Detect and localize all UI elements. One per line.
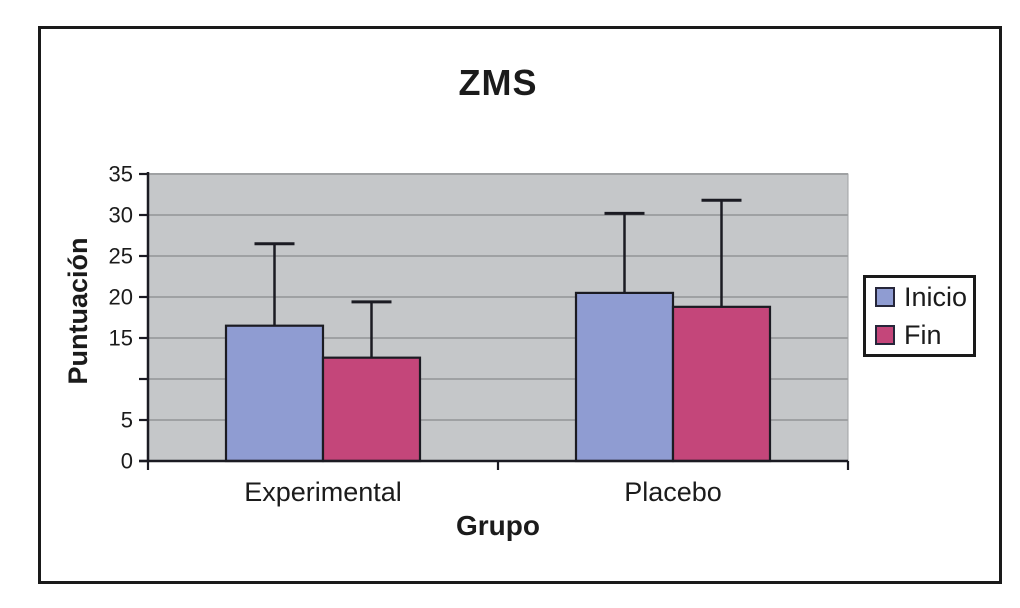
y-tick-label: 35 bbox=[109, 162, 133, 187]
y-tick-label: 0 bbox=[121, 449, 133, 474]
legend-item-fin: Fin bbox=[875, 319, 973, 350]
y-tick-label: 25 bbox=[109, 244, 133, 269]
x-category-label: Experimental bbox=[244, 477, 402, 507]
bar-placebo-inicio bbox=[574, 291, 675, 463]
legend-label-fin: Fin bbox=[904, 319, 942, 350]
x-axis-title: Grupo bbox=[456, 510, 540, 541]
bar-experimental-fin bbox=[321, 356, 422, 463]
legend-swatch-fin bbox=[875, 325, 895, 345]
y-axis-title: Puntuación bbox=[63, 237, 93, 385]
y-tick-label: 20 bbox=[109, 285, 133, 310]
legend-item-inicio: Inicio bbox=[875, 281, 973, 312]
chart-title: ZMS bbox=[458, 62, 538, 103]
legend-label-inicio: Inicio bbox=[904, 281, 968, 312]
legend-swatch-inicio bbox=[875, 287, 895, 307]
y-tick-label: 5 bbox=[121, 408, 133, 433]
bar-experimental-inicio bbox=[224, 324, 325, 463]
legend: Inicio Fin bbox=[863, 275, 976, 357]
y-tick-label: 15 bbox=[109, 326, 133, 351]
y-tick-label: 30 bbox=[109, 203, 133, 228]
bar-placebo-fin bbox=[671, 305, 772, 463]
x-category-label: Placebo bbox=[624, 477, 722, 507]
